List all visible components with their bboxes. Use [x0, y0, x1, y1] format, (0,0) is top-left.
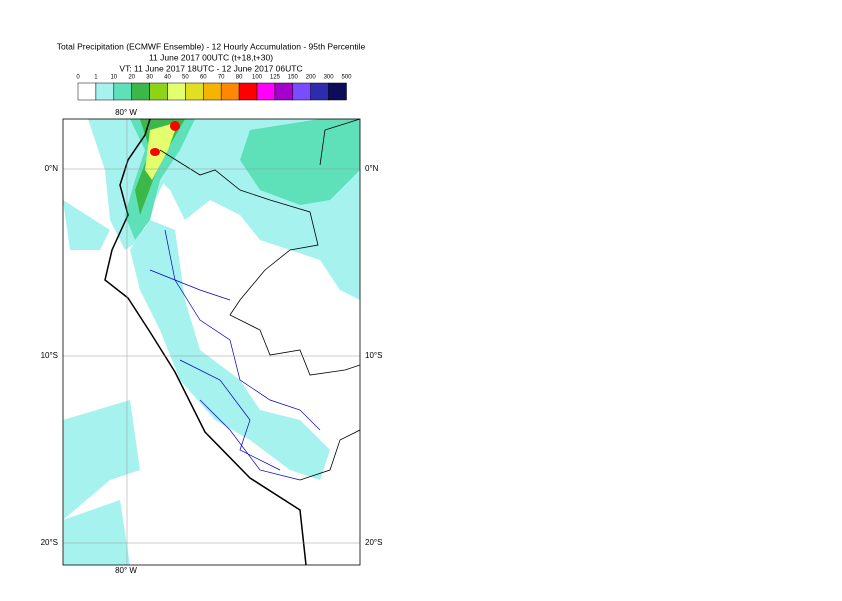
colorbar-label: 200	[306, 75, 317, 81]
lat-label: 0°N	[365, 164, 379, 173]
colorbar-label: 500	[341, 75, 352, 81]
lat-label: 20°S	[365, 538, 382, 547]
colorbar-box	[292, 82, 311, 101]
colorbar-box	[185, 82, 204, 101]
colorbar-label: 300	[324, 75, 335, 81]
colorbar: 0 1 10 20 30 40 50 60 70 80 100 125 150 200 300 500	[76, 75, 352, 101]
colorbar-box	[203, 82, 222, 101]
valid-time: VT: 11 June 2017 18UTC - 12 June 2017 06…	[119, 63, 302, 73]
map-frame	[62, 118, 361, 566]
lat-label: 0°N	[45, 164, 59, 173]
colorbar-label: 70	[218, 75, 225, 81]
colorbar-label: 50	[182, 75, 189, 81]
colorbar-box	[220, 82, 240, 101]
colorbar-label: 1	[94, 75, 98, 81]
colorbar-label: 150	[288, 75, 299, 81]
lat-label: 10°S	[365, 351, 382, 360]
colorbar-box	[131, 82, 150, 101]
colorbar-box	[149, 82, 168, 101]
colorbar-box	[274, 82, 294, 101]
lat-label: 20°S	[41, 538, 58, 547]
map	[63, 119, 360, 565]
colorbar-label: 40	[164, 75, 171, 81]
colorbar-label: 10	[110, 75, 117, 81]
colorbar-label: 60	[200, 75, 207, 81]
colorbar-box	[113, 82, 132, 101]
colorbar-box	[167, 82, 186, 101]
colorbar-label: 125	[270, 75, 281, 81]
colorbar-box	[328, 82, 347, 101]
colorbar-box	[238, 82, 258, 101]
title: Total Precipitation (ECMWF Ensemble) - 1…	[57, 41, 366, 51]
lon-label: 80° W	[115, 566, 137, 575]
colorbar-box	[256, 82, 276, 101]
colorbar-box	[310, 82, 329, 101]
subtitle: 11 June 2017 00UTC (t+18,t+30)	[149, 52, 273, 62]
colorbar-label: 30	[146, 75, 153, 81]
lat-label: 10°S	[41, 351, 58, 360]
colorbar-box	[95, 82, 115, 101]
colorbar-label: 20	[128, 75, 135, 81]
colorbar-label: 80	[236, 75, 243, 81]
colorbar-label: 0	[76, 75, 80, 81]
colorbar-box	[77, 82, 97, 101]
lon-label: 80° W	[115, 108, 137, 117]
colorbar-label: 100	[252, 75, 263, 81]
